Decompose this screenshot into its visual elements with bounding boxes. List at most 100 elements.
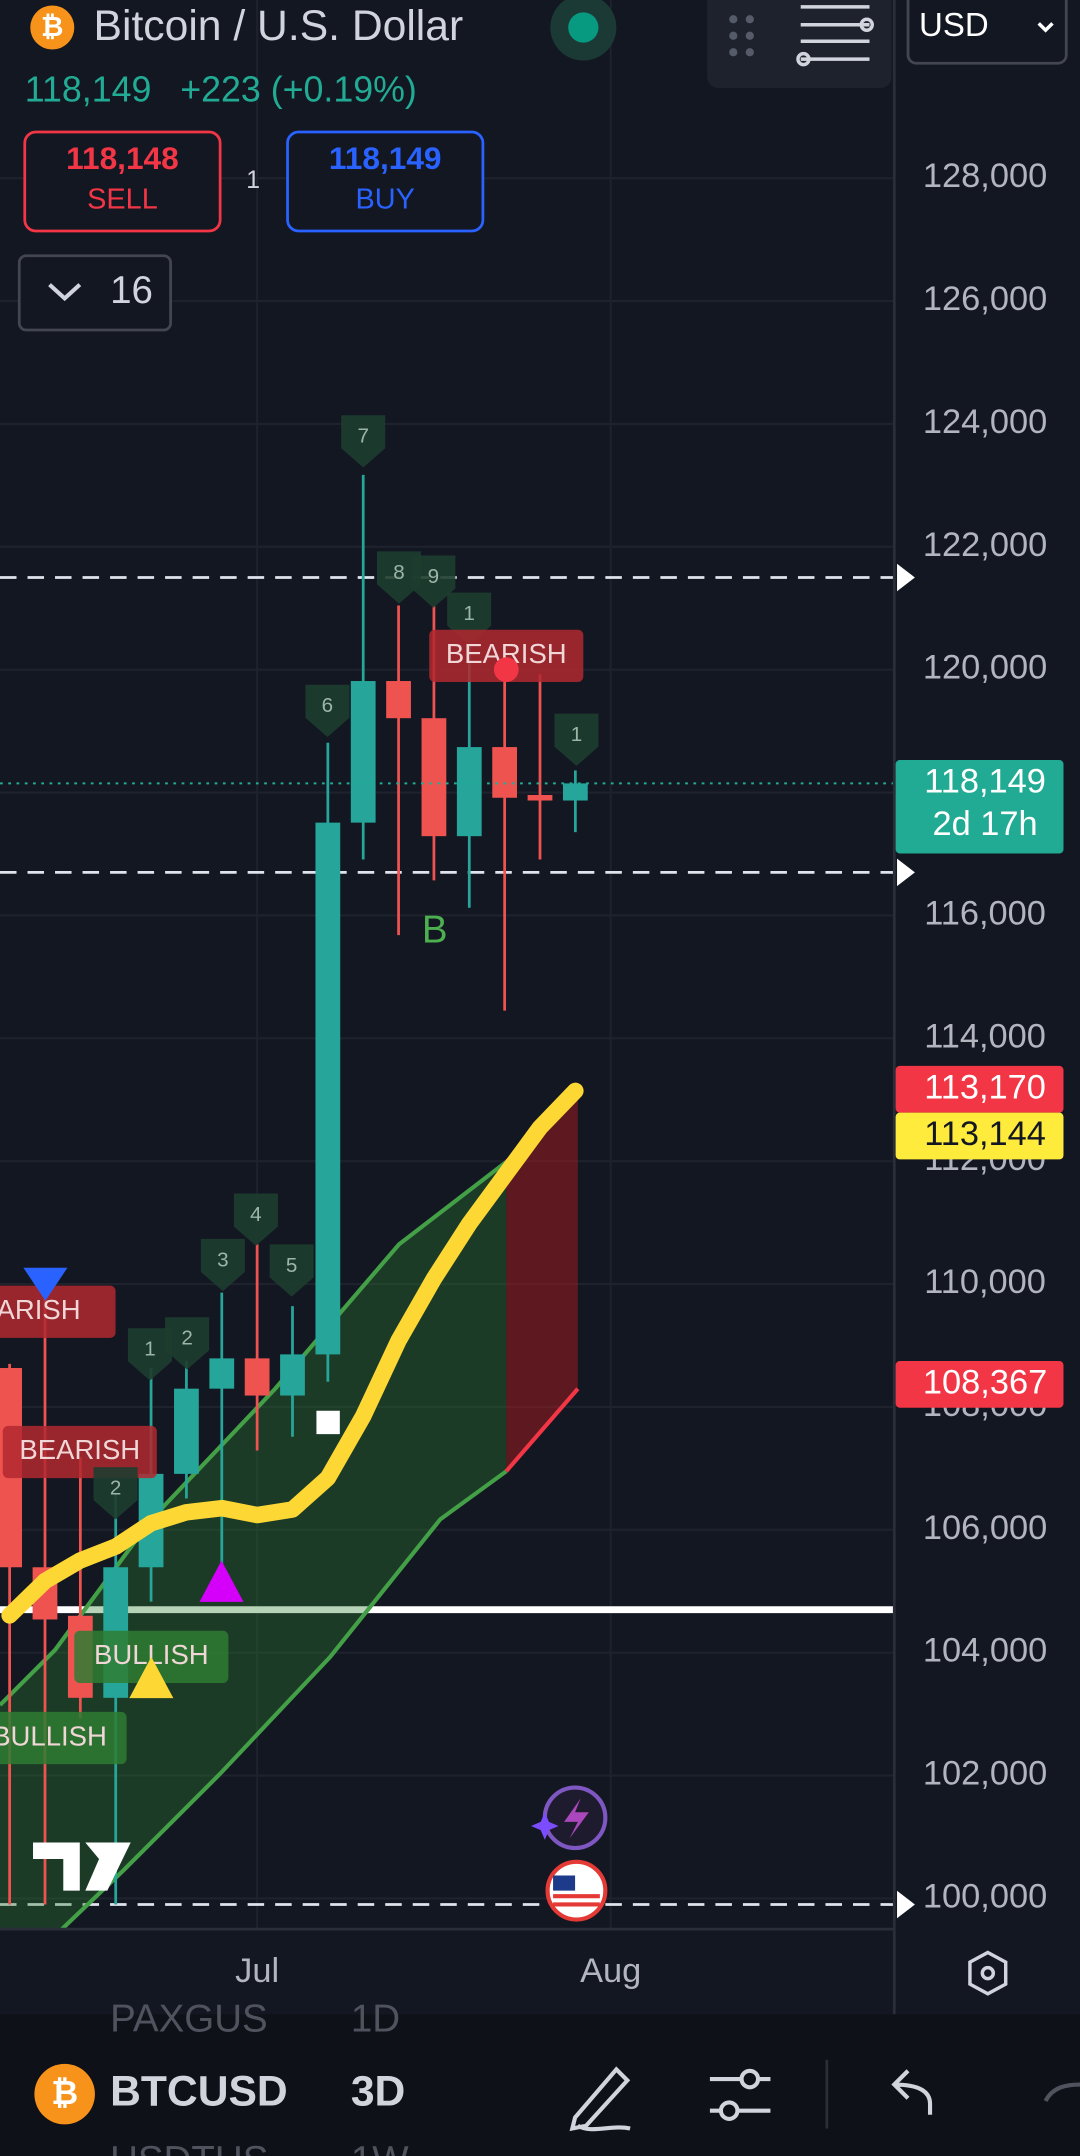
menu-icon[interactable] [796, 5, 874, 67]
sell-price: 118,148 [66, 140, 179, 176]
y-tick-label: 114,000 [924, 1017, 1046, 1055]
bitcoin-glyph: ₿ [41, 11, 63, 42]
last-price: 118,149 [25, 70, 152, 110]
count-label: 3 [217, 1248, 228, 1271]
price-label [895, 760, 1064, 854]
bitcoin-icon [34, 2063, 95, 2125]
band-lower [60, 1469, 508, 1931]
candle-body [456, 747, 482, 837]
y-tick-label: 124,000 [923, 403, 1047, 441]
signal-box [0, 1285, 116, 1338]
currency-dropdown[interactable] [906, 0, 1068, 65]
market-status-dot [568, 12, 599, 43]
time-axis: Jul Aug [235, 1952, 641, 1990]
price-label-text: 108,367 [923, 1363, 1047, 1401]
count-label: 5 [286, 1254, 297, 1277]
draw-tool[interactable] [569, 2066, 631, 2132]
interval-list-item: 1W [351, 2139, 409, 2156]
count-label: 1 [571, 723, 582, 746]
price-label-countdown: 2d 17h [932, 805, 1037, 843]
marker-square [316, 1410, 340, 1435]
grip[interactable] [729, 15, 754, 57]
settings-icon[interactable] [968, 1950, 1008, 1996]
price-label-text: 113,144 [924, 1115, 1046, 1153]
toolbar-panel [707, 0, 892, 88]
flag [553, 1875, 576, 1891]
candle-body [280, 1354, 305, 1396]
bitcoin-icon [30, 5, 75, 50]
active-symbol[interactable]: BTCUSD [110, 2067, 288, 2115]
buy-price: 118,149 [329, 140, 442, 176]
signal-up [129, 1656, 174, 1699]
signal-box [0, 1711, 127, 1765]
symbol-name: Bitcoin / U.S. Dollar [94, 2, 464, 50]
count-tag [554, 713, 599, 766]
redo[interactable] [1043, 2082, 1080, 2103]
candle-body [421, 718, 447, 837]
price-label-text: 113,170 [924, 1068, 1046, 1106]
price-axis: 100,000102,000104,000106,000108,000110,0… [895, 157, 1064, 1915]
signal-up [199, 1560, 244, 1602]
count-tag [376, 551, 421, 604]
count-label: 4 [250, 1203, 261, 1226]
signal-label: ARISH [0, 1294, 81, 1325]
count-tag [233, 1193, 278, 1246]
x-tick-label: Jul [235, 1952, 279, 1990]
candle-body [174, 1388, 199, 1474]
cloud-band-red [506, 1093, 578, 1472]
y-tick-label: 122,000 [923, 526, 1047, 564]
symbol-list-item: USDTUS [110, 2139, 268, 2156]
signal-label: BULLISH [0, 1720, 107, 1751]
bitcoin-glyph: ₿ [51, 2074, 78, 2111]
count-tag [305, 684, 350, 737]
count-tag [411, 555, 456, 608]
count-label: 7 [357, 425, 368, 448]
count-label: 1 [463, 602, 474, 625]
level-handle[interactable] [897, 1890, 915, 1919]
price-label [895, 1360, 1064, 1408]
buy-label: BUY [356, 183, 415, 215]
x-tick-label: Aug [580, 1952, 641, 1990]
sell-button[interactable] [23, 130, 222, 233]
price-change: +223 (+0.19%) [180, 70, 417, 110]
signal-box [2, 1425, 157, 1479]
buy-button[interactable] [286, 130, 485, 233]
candle-body [209, 1358, 235, 1389]
y-tick-label: 106,000 [923, 1509, 1047, 1547]
price-label [895, 1112, 1064, 1160]
chevron [48, 283, 82, 302]
quantity: 1 [246, 167, 260, 194]
y-tick-label: 104,000 [923, 1632, 1047, 1670]
price-label [895, 1065, 1064, 1113]
undo[interactable] [891, 2069, 933, 2115]
symbol-list-item: PAXGUS [110, 1997, 268, 2040]
count-label: 8 [393, 561, 404, 584]
flag-stripes [553, 1894, 600, 1907]
candle-body [350, 681, 376, 823]
signal-box [74, 1630, 229, 1683]
indicators-toggle[interactable] [17, 254, 172, 332]
count-label: 2 [110, 1477, 121, 1500]
tv-logo [33, 1842, 131, 1891]
settings-icon-center [980, 1965, 996, 1981]
active-interval[interactable]: 3D [351, 2067, 406, 2115]
level-handle[interactable] [897, 858, 915, 887]
y-tick-label: 120,000 [923, 649, 1047, 687]
indicator-settings[interactable] [709, 2068, 771, 2121]
marker-dot [493, 657, 519, 682]
count-tag [127, 1328, 172, 1381]
currency: USD [919, 6, 989, 43]
count-label: 9 [428, 565, 439, 588]
y-tick-label: 116,000 [924, 894, 1046, 932]
level-handle[interactable] [897, 563, 915, 592]
signal-box [429, 629, 584, 682]
candle-body [562, 783, 588, 801]
event-icon-bolt [564, 1798, 589, 1839]
candle-body [492, 747, 518, 798]
count-tag [165, 1317, 210, 1370]
moving-average [1, 1082, 584, 1624]
count-label: 6 [322, 694, 333, 717]
count-tag [341, 415, 386, 468]
